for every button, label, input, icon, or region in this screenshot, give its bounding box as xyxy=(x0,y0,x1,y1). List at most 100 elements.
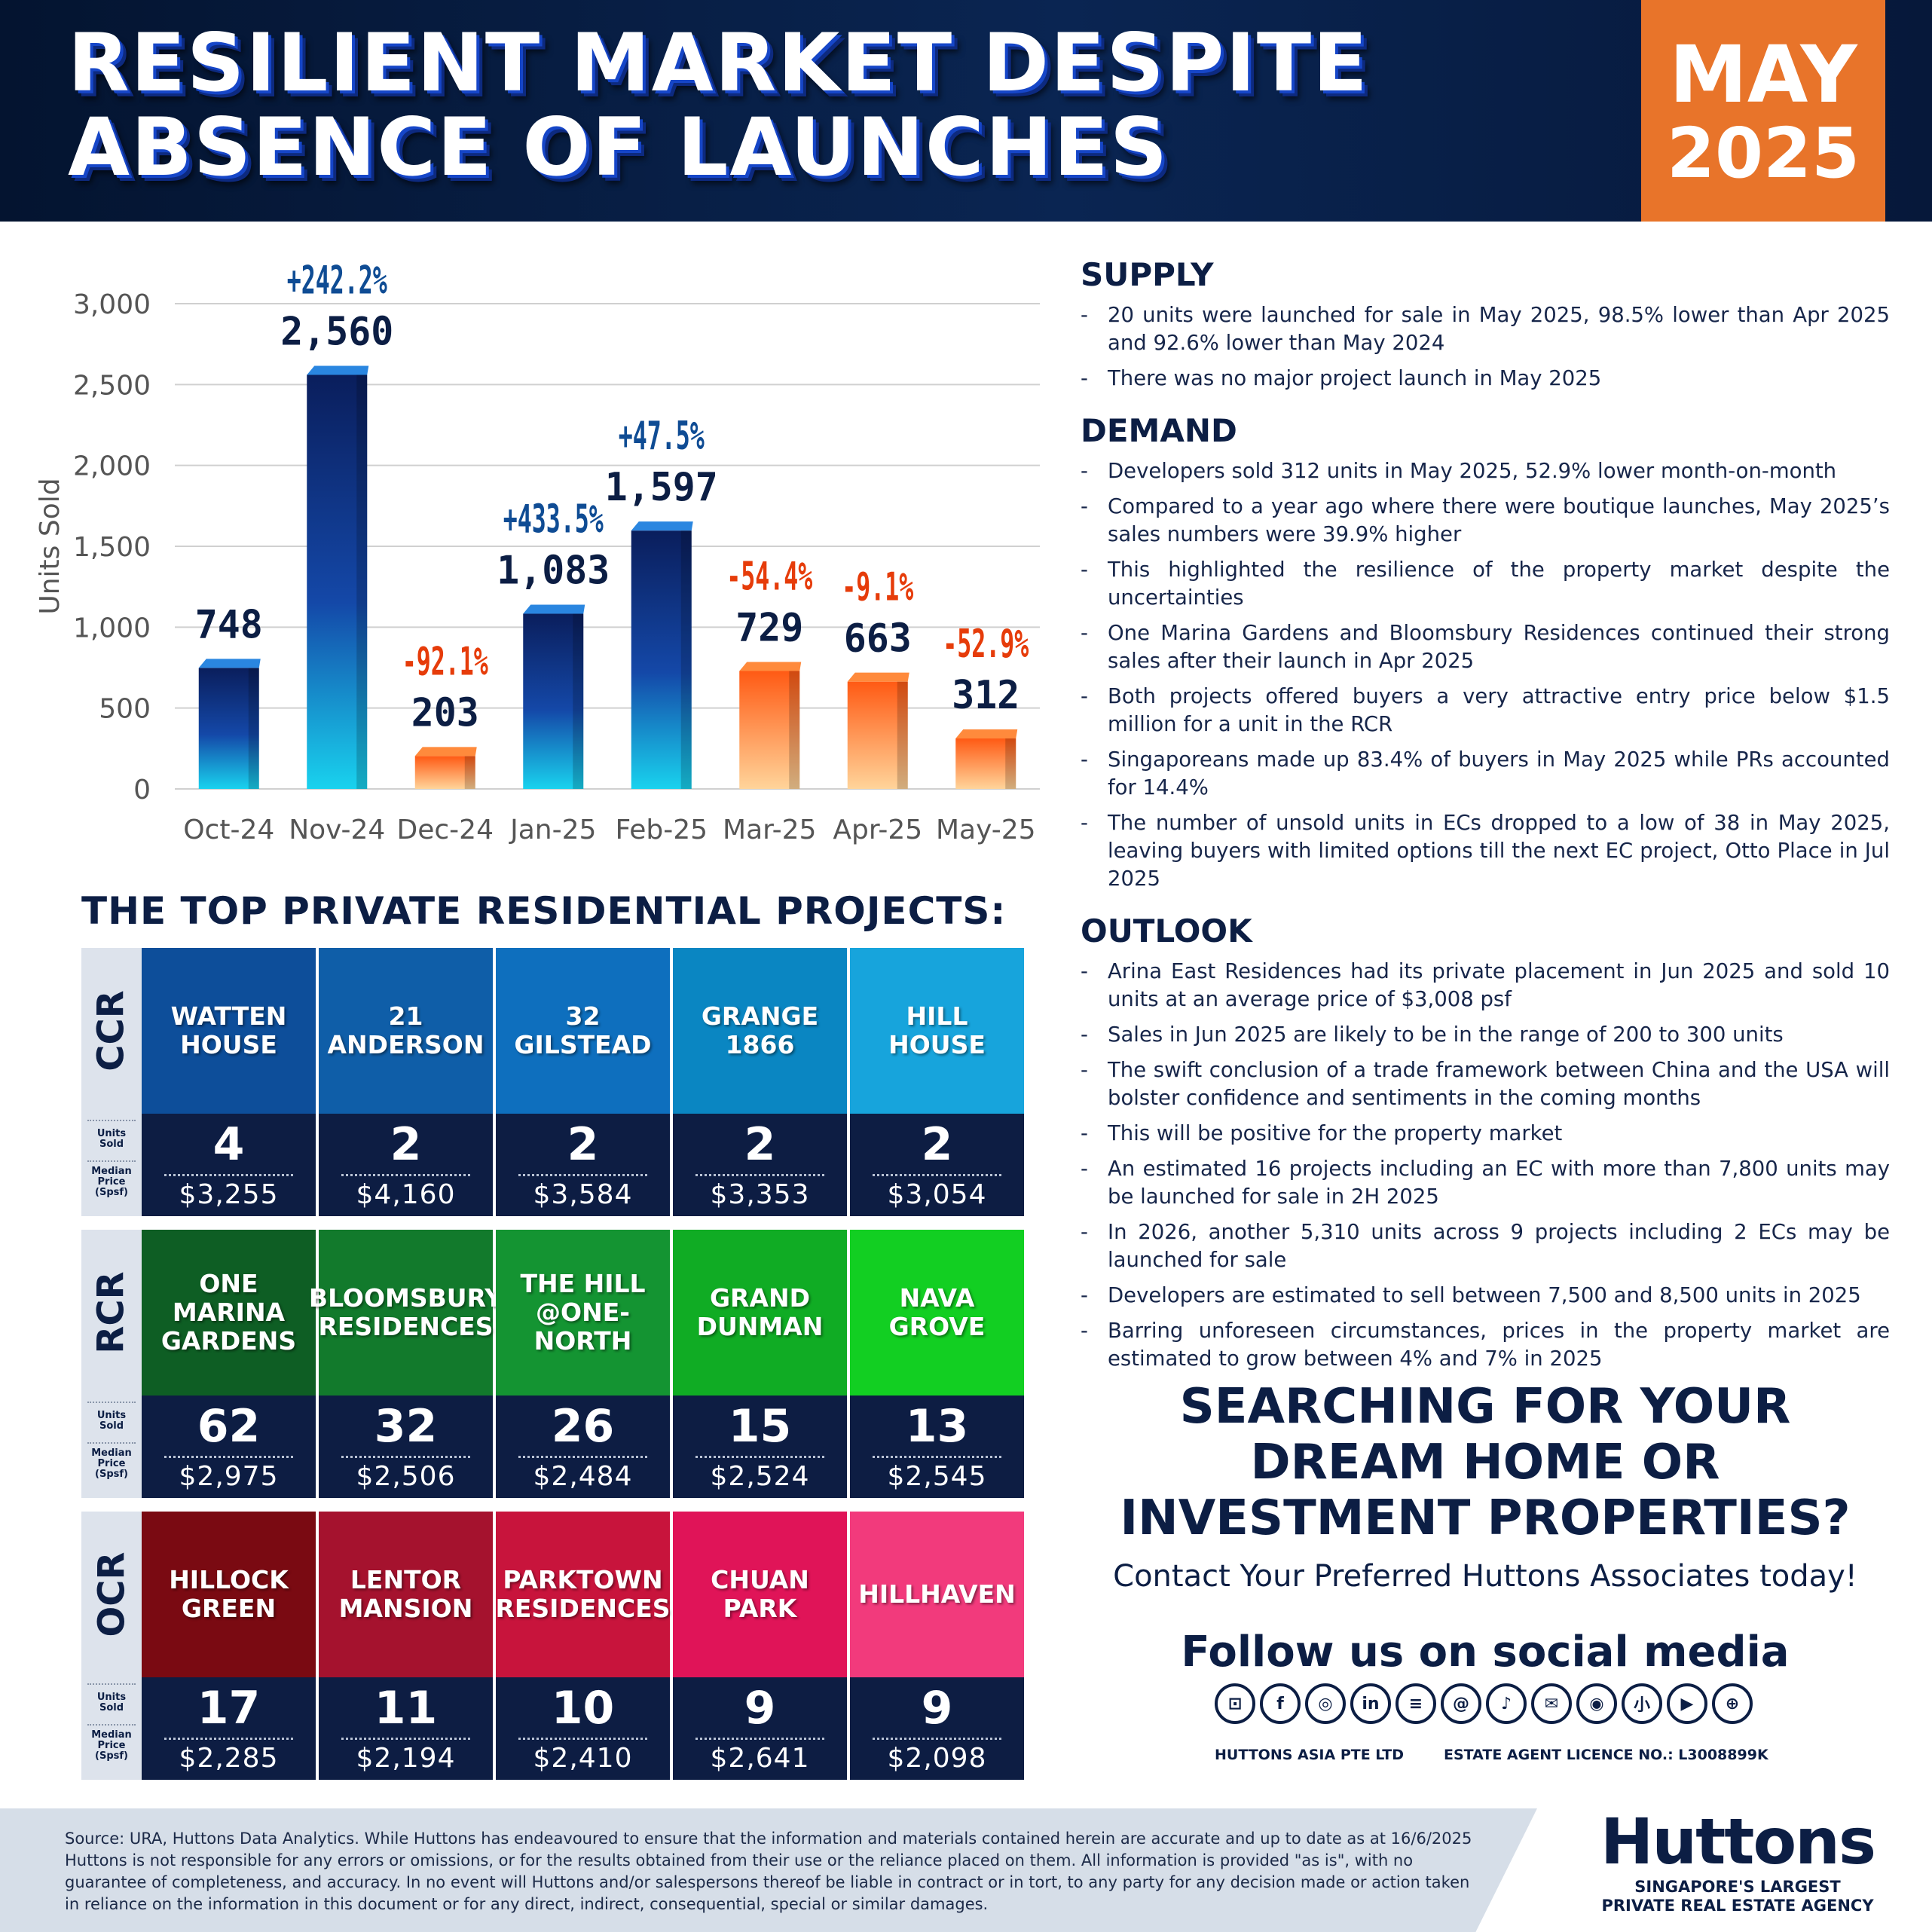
stats-divider xyxy=(695,1738,824,1740)
outlook-list: Arina East Residences had its private pl… xyxy=(1081,958,1890,1373)
project-name: 21 ANDERSON xyxy=(319,948,493,1114)
project-units-sold: 62 xyxy=(197,1400,261,1453)
project-stats: 10 $2,410 xyxy=(496,1677,670,1780)
project-units-sold: 17 xyxy=(197,1682,261,1735)
project-stats: 32 $2,506 xyxy=(319,1396,493,1498)
bilibili-icon[interactable]: ⊡ xyxy=(1215,1683,1255,1724)
y-axis-title: Units Sold xyxy=(35,478,66,614)
demand-bullet: The number of unsold units in ECs droppe… xyxy=(1081,809,1890,893)
median-price-label: Median Price (Spsf) xyxy=(91,1729,132,1762)
project-units-sold: 11 xyxy=(374,1682,438,1735)
side-divider xyxy=(87,1442,136,1444)
x-tick-label: Mar-25 xyxy=(723,815,816,845)
stats-divider xyxy=(164,1456,293,1458)
facebook-icon[interactable]: f xyxy=(1260,1683,1301,1724)
social-icons: ⊡ f ◎ in ≡ @ ♪ ✉ ◉ 小 ▶ ⊕ xyxy=(1215,1683,1753,1726)
bar xyxy=(307,374,368,789)
weibo-icon[interactable]: ◉ xyxy=(1576,1683,1617,1724)
project-units-sold: 4 xyxy=(212,1118,245,1171)
bar-top-face xyxy=(414,747,477,757)
bar-side-shade xyxy=(789,671,800,789)
bar-top-face xyxy=(307,365,369,375)
call-to-action: SEARCHING FOR YOUR DREAM HOME OR INVESTM… xyxy=(1081,1379,1890,1594)
median-price-label: Median Price (Spsf) xyxy=(91,1447,132,1480)
bar-value-label: 2,560 xyxy=(280,309,393,354)
wechat-icon[interactable]: ✉ xyxy=(1531,1683,1572,1724)
stats-divider xyxy=(341,1174,470,1176)
region-side-panel: CCR Units Sold Median Price (Spsf) xyxy=(81,948,142,1216)
project-median-price: $2,506 xyxy=(356,1461,456,1492)
y-tick-label: 3,000 xyxy=(73,289,151,320)
stats-divider xyxy=(518,1174,647,1176)
project-stats: 2 $3,054 xyxy=(850,1114,1024,1216)
outlook-bullet: Sales in Jun 2025 are likely to be in th… xyxy=(1081,1021,1890,1049)
bar-value-label: 663 xyxy=(844,616,912,662)
demand-bullet: One Marina Gardens and Bloomsbury Reside… xyxy=(1081,619,1890,675)
xiaohongshu-icon[interactable]: 小 xyxy=(1622,1683,1662,1724)
project-units-sold: 9 xyxy=(744,1682,776,1735)
linkedin-icon[interactable]: in xyxy=(1350,1683,1391,1724)
threads-icon[interactable]: @ xyxy=(1441,1683,1481,1724)
website-icon[interactable]: ⊕ xyxy=(1712,1683,1753,1724)
side-divider xyxy=(87,1402,136,1403)
project-name: ONE MARINA GARDENS xyxy=(142,1230,316,1396)
side-divider xyxy=(87,1160,136,1162)
date-badge: MAY 2025 xyxy=(1641,0,1885,222)
project-units-sold: 32 xyxy=(374,1400,438,1453)
bar-change-label: +242.2% xyxy=(287,258,387,303)
bar-top-face xyxy=(631,521,693,531)
badge-year: 2025 xyxy=(1666,113,1860,194)
bar-change-label: -52.9% xyxy=(943,622,1029,667)
stats-divider xyxy=(341,1456,470,1458)
project-units-sold: 26 xyxy=(551,1400,615,1453)
outlook-bullet: Barring unforeseen circumstances, prices… xyxy=(1081,1317,1890,1373)
bar-value-label: 748 xyxy=(195,602,263,647)
stats-divider xyxy=(873,1456,1001,1458)
stats-divider xyxy=(164,1174,293,1176)
region-label: RCR xyxy=(81,1230,142,1396)
lemon8-icon[interactable]: ≡ xyxy=(1396,1683,1436,1724)
project-name: CHUAN PARK xyxy=(673,1512,847,1677)
bar-side-shade xyxy=(356,374,368,789)
project-name: BLOOMSBURY RESIDENCES xyxy=(309,1230,503,1396)
project-median-price: $2,545 xyxy=(887,1461,987,1492)
project-name: PARKTOWN RESIDENCES xyxy=(495,1512,671,1677)
project-stats: 15 $2,524 xyxy=(673,1396,847,1498)
project-units-sold: 2 xyxy=(744,1118,776,1171)
project-name: THE HILL @ONE-NORTH xyxy=(496,1230,670,1396)
stats-divider xyxy=(518,1738,647,1740)
stats-divider xyxy=(341,1738,470,1740)
stats-divider xyxy=(873,1738,1001,1740)
bar-side-shade xyxy=(680,530,692,789)
project-stats: 2 $4,160 xyxy=(319,1114,493,1216)
bar-side-shade xyxy=(464,756,475,789)
project-stats: 17 $2,285 xyxy=(142,1677,316,1780)
y-tick-label: 1,000 xyxy=(73,613,151,643)
bar-side-shade xyxy=(248,668,259,789)
demand-bullet: Developers sold 312 units in May 2025, 5… xyxy=(1081,457,1890,485)
disclaimer-text: Source: URA, Huttons Data Analytics. Whi… xyxy=(65,1830,1472,1913)
instagram-icon[interactable]: ◎ xyxy=(1305,1683,1346,1724)
bar xyxy=(955,738,1016,789)
bar-change-label: -9.1% xyxy=(842,565,913,610)
outlook-bullet: An estimated 16 projects including an EC… xyxy=(1081,1155,1890,1211)
x-tick-label: Jan-25 xyxy=(509,815,596,845)
bar-change-label: +433.5% xyxy=(503,497,604,543)
demand-bullet: Compared to a year ago where there were … xyxy=(1081,493,1890,549)
bar-top-face xyxy=(955,729,1018,739)
disclaimer-band: Source: URA, Huttons Data Analytics. Whi… xyxy=(0,1808,1537,1932)
project-name: 32 GILSTEAD xyxy=(496,948,670,1114)
region-label: OCR xyxy=(81,1512,142,1677)
project-card: WATTEN HOUSE 4 $3,255 xyxy=(142,948,316,1216)
header-banner: RESILIENT MARKET DESPITE ABSENCE OF LAUN… xyxy=(0,0,1932,222)
logo-wordmark: Huttons xyxy=(1600,1805,1876,1879)
project-card: THE HILL @ONE-NORTH 26 $2,484 xyxy=(496,1230,670,1498)
cta-subline: Contact Your Preferred Huttons Associate… xyxy=(1113,1559,1857,1594)
footer: Source: URA, Huttons Data Analytics. Whi… xyxy=(0,1808,1932,1932)
region-side-panel: RCR Units Sold Median Price (Spsf) xyxy=(81,1230,142,1498)
tiktok-icon[interactable]: ♪ xyxy=(1486,1683,1527,1724)
project-name: HILL HOUSE xyxy=(850,948,1024,1114)
social-heading: Follow us on social media xyxy=(1181,1628,1790,1677)
youtube-icon[interactable]: ▶ xyxy=(1667,1683,1707,1724)
bar-change-label: +47.5% xyxy=(619,414,705,459)
